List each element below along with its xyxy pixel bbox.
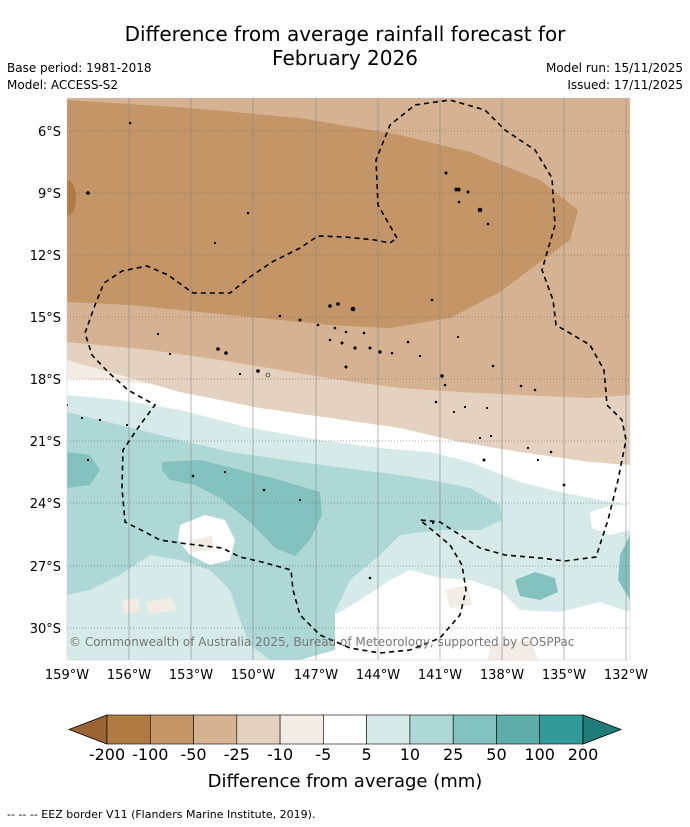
colorbar-tick-label: -10 <box>267 745 294 764</box>
title-line-2: February 2026 <box>272 46 418 70</box>
colorbar-tick-label: -50 <box>180 745 207 764</box>
lat-label: 6°S <box>38 125 61 140</box>
lat-label: 15°S <box>30 311 61 326</box>
fleck-dry-3 <box>190 536 214 552</box>
eez-legend-note: -- -- -- EEZ border V11 (Flanders Marine… <box>7 808 316 821</box>
lat-label: 30°S <box>30 622 61 637</box>
graticule <box>67 98 630 660</box>
colorbar-tick-label: 200 <box>567 745 599 764</box>
band-wet-50-west <box>67 452 100 488</box>
islands <box>67 121 566 580</box>
issued-date: Issued: 17/11/2025 <box>567 78 683 92</box>
colorbar-tick-label: -5 <box>315 745 332 764</box>
colorbar-title: Difference from average (mm) <box>207 771 483 792</box>
lat-labels: 6°S 9°S 12°S 15°S 18°S 21°S 24°S 27°S 30… <box>30 125 61 637</box>
colorbar-segment <box>539 714 584 745</box>
band-dry-100 <box>67 100 578 328</box>
colorbar-segment <box>452 714 497 745</box>
colorbar-segment <box>149 714 194 745</box>
meta-left: Base period: 1981-2018 Model: ACCESS-S2 <box>7 60 152 94</box>
meta-right: Model run: 15/11/2025 Issued: 17/11/2025 <box>546 60 683 94</box>
colorbar-tick-label: 10 <box>399 745 421 764</box>
colorbar-segment <box>279 714 324 745</box>
lat-label: 27°S <box>30 560 61 575</box>
map-frame <box>66 97 631 661</box>
colorbar <box>67 714 623 745</box>
colorbar-tick-label: -100 <box>132 745 169 764</box>
lon-label: 141°W <box>418 668 462 683</box>
colorbar-segment <box>323 714 367 745</box>
copyright-text: © Commonwealth of Australia 2025, Bureau… <box>69 635 574 649</box>
colorbar-arrow-low <box>67 714 108 745</box>
band-wet-50-central <box>162 460 322 556</box>
lon-label: 153°W <box>169 668 213 683</box>
lat-label: 21°S <box>30 435 61 450</box>
colorbar-tick-label: 25 <box>442 745 464 764</box>
colorbar-tick-label: 50 <box>486 745 507 764</box>
lon-labels: 159°W 156°W 153°W 150°W 147°W 144°W 141°… <box>45 668 648 683</box>
band-wet-50-edge <box>618 535 630 600</box>
lat-label: 12°S <box>30 249 61 264</box>
colorbar-segment <box>106 714 151 745</box>
model-run: Model run: 15/11/2025 <box>545 61 683 75</box>
lon-label: 150°W <box>231 668 275 683</box>
colorbar-segment <box>193 714 238 745</box>
colorbar-tick-label: 5 <box>361 745 372 764</box>
lon-label: 135°W <box>542 668 586 683</box>
lon-label: 144°W <box>356 668 400 683</box>
colorbar-tick-label: -25 <box>223 745 250 764</box>
colorbar-segment <box>236 714 281 745</box>
colorbar-segment <box>366 714 411 745</box>
colorbar-tick-label: 100 <box>524 745 555 764</box>
colorbar-arrow-high <box>582 714 623 745</box>
lat-label: 18°S <box>30 373 61 388</box>
lon-label: 138°W <box>480 668 524 683</box>
band-wet-50-east <box>515 572 558 600</box>
lat-label: 9°S <box>38 187 61 202</box>
eez-border <box>84 99 627 654</box>
lat-label: 24°S <box>30 497 61 512</box>
model-name: Model: ACCESS-S2 <box>7 78 119 92</box>
map-field <box>67 98 630 660</box>
lon-label: 156°W <box>107 668 151 683</box>
fleck-dry-1 <box>122 598 140 614</box>
fleck-dry-5 <box>488 640 538 660</box>
colorbar-segment <box>409 714 454 745</box>
fleck-dry-2 <box>145 598 176 614</box>
base-period: Base period: 1981-2018 <box>7 61 152 75</box>
lon-label: 132°W <box>604 668 648 683</box>
map-title: Difference from average rainfall forecas… <box>0 22 690 70</box>
title-line-1: Difference from average rainfall forecas… <box>124 22 566 46</box>
hole-near-normal-3 <box>590 505 630 535</box>
lon-label: 147°W <box>294 668 338 683</box>
band-dry-200-patch <box>67 180 76 216</box>
colorbar-tick-label: -200 <box>88 745 126 764</box>
colorbar-segment <box>496 714 541 745</box>
lon-label: 159°W <box>45 668 89 683</box>
